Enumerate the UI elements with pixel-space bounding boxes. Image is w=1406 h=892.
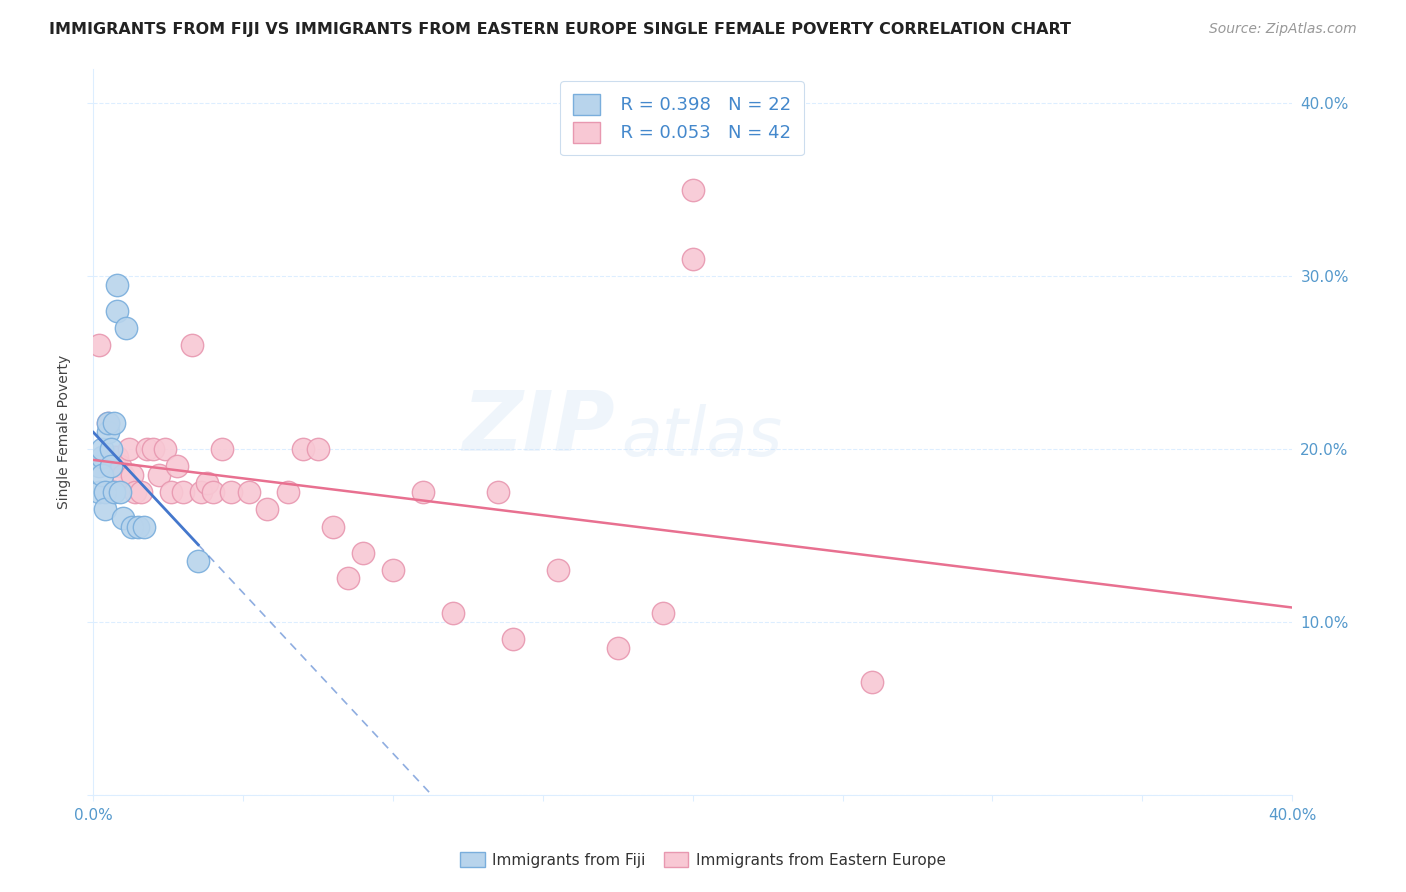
Text: ZIP: ZIP bbox=[463, 387, 614, 468]
Point bbox=[651, 606, 673, 620]
Point bbox=[412, 485, 434, 500]
Point bbox=[502, 632, 524, 646]
Point bbox=[121, 467, 143, 482]
Text: atlas: atlas bbox=[621, 404, 782, 470]
Point bbox=[100, 459, 122, 474]
Y-axis label: Single Female Poverty: Single Female Poverty bbox=[58, 354, 72, 508]
Text: IMMIGRANTS FROM FIJI VS IMMIGRANTS FROM EASTERN EUROPE SINGLE FEMALE POVERTY COR: IMMIGRANTS FROM FIJI VS IMMIGRANTS FROM … bbox=[49, 22, 1071, 37]
Point bbox=[187, 554, 209, 568]
Point bbox=[105, 450, 128, 465]
Point bbox=[238, 485, 260, 500]
Point bbox=[100, 442, 122, 456]
Point bbox=[547, 563, 569, 577]
Point bbox=[682, 182, 704, 196]
Point bbox=[862, 675, 884, 690]
Point bbox=[382, 563, 405, 577]
Point bbox=[91, 467, 114, 482]
Point bbox=[127, 519, 149, 533]
Point bbox=[91, 450, 114, 465]
Legend:   R = 0.398   N = 22,   R = 0.053   N = 42: R = 0.398 N = 22, R = 0.053 N = 42 bbox=[560, 81, 803, 155]
Point bbox=[172, 485, 194, 500]
Point bbox=[89, 485, 111, 500]
Point bbox=[322, 519, 344, 533]
Point bbox=[142, 442, 165, 456]
Point bbox=[292, 442, 315, 456]
Point bbox=[118, 442, 141, 456]
Point bbox=[148, 467, 170, 482]
Point bbox=[103, 485, 125, 500]
Point bbox=[112, 511, 135, 525]
Point bbox=[195, 476, 218, 491]
Point bbox=[97, 425, 120, 439]
Point bbox=[131, 485, 153, 500]
Point bbox=[160, 485, 183, 500]
Point bbox=[352, 545, 374, 559]
Point bbox=[136, 442, 159, 456]
Point bbox=[103, 450, 125, 465]
Point bbox=[97, 416, 120, 430]
Point bbox=[606, 640, 628, 655]
Point bbox=[105, 303, 128, 318]
Point bbox=[155, 442, 177, 456]
Point bbox=[682, 252, 704, 266]
Point bbox=[202, 485, 225, 500]
Point bbox=[97, 416, 120, 430]
Point bbox=[277, 485, 299, 500]
Point bbox=[307, 442, 329, 456]
Point bbox=[105, 277, 128, 292]
Point bbox=[134, 519, 156, 533]
Point bbox=[103, 416, 125, 430]
Point bbox=[337, 572, 360, 586]
Point bbox=[112, 467, 135, 482]
Legend: Immigrants from Fiji, Immigrants from Eastern Europe: Immigrants from Fiji, Immigrants from Ea… bbox=[454, 846, 952, 873]
Point bbox=[166, 459, 188, 474]
Point bbox=[190, 485, 212, 500]
Point bbox=[110, 459, 132, 474]
Point bbox=[91, 442, 114, 456]
Point bbox=[115, 321, 138, 335]
Point bbox=[486, 485, 509, 500]
Point bbox=[441, 606, 464, 620]
Point bbox=[89, 338, 111, 352]
Point bbox=[219, 485, 242, 500]
Point bbox=[121, 519, 143, 533]
Point bbox=[110, 485, 132, 500]
Point bbox=[94, 485, 117, 500]
Text: Source: ZipAtlas.com: Source: ZipAtlas.com bbox=[1209, 22, 1357, 37]
Point bbox=[211, 442, 233, 456]
Point bbox=[124, 485, 146, 500]
Point bbox=[89, 459, 111, 474]
Point bbox=[94, 502, 117, 516]
Point bbox=[256, 502, 278, 516]
Point bbox=[181, 338, 204, 352]
